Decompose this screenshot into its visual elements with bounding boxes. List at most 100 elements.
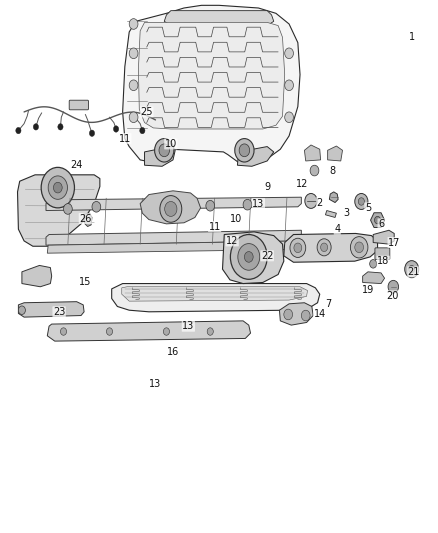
Circle shape bbox=[370, 260, 377, 268]
Circle shape bbox=[355, 193, 368, 209]
FancyBboxPatch shape bbox=[69, 100, 88, 110]
Polygon shape bbox=[18, 302, 84, 317]
Text: 14: 14 bbox=[314, 310, 326, 319]
Circle shape bbox=[285, 80, 293, 91]
Text: 3: 3 bbox=[343, 208, 349, 218]
Text: 16: 16 bbox=[167, 347, 179, 357]
Circle shape bbox=[33, 124, 39, 130]
Circle shape bbox=[284, 309, 293, 320]
Text: 11: 11 bbox=[208, 222, 221, 231]
Circle shape bbox=[405, 261, 419, 278]
Polygon shape bbox=[304, 145, 321, 161]
Text: 26: 26 bbox=[79, 214, 92, 223]
Text: 8: 8 bbox=[330, 166, 336, 175]
Circle shape bbox=[129, 48, 138, 59]
Polygon shape bbox=[237, 147, 274, 166]
Text: 23: 23 bbox=[53, 307, 65, 317]
Circle shape bbox=[159, 144, 170, 157]
Polygon shape bbox=[83, 213, 92, 227]
Circle shape bbox=[285, 112, 293, 123]
Polygon shape bbox=[123, 5, 300, 164]
Text: 21: 21 bbox=[408, 267, 420, 277]
Circle shape bbox=[89, 130, 95, 136]
Text: 22: 22 bbox=[261, 251, 273, 261]
Circle shape bbox=[317, 239, 331, 256]
Text: 18: 18 bbox=[377, 256, 389, 266]
Polygon shape bbox=[46, 230, 301, 245]
Text: 1: 1 bbox=[409, 33, 415, 42]
Circle shape bbox=[113, 126, 119, 132]
Text: 12: 12 bbox=[226, 236, 238, 246]
Circle shape bbox=[60, 328, 67, 335]
Circle shape bbox=[244, 252, 253, 262]
Circle shape bbox=[388, 280, 399, 293]
Text: 13: 13 bbox=[252, 199, 265, 208]
Text: 20: 20 bbox=[386, 291, 398, 301]
Circle shape bbox=[285, 48, 293, 59]
Polygon shape bbox=[122, 287, 307, 301]
Circle shape bbox=[290, 238, 306, 257]
Circle shape bbox=[374, 216, 381, 224]
Text: 5: 5 bbox=[365, 203, 371, 213]
Polygon shape bbox=[328, 146, 343, 161]
Circle shape bbox=[41, 167, 74, 208]
Text: 17: 17 bbox=[388, 238, 400, 247]
Text: 2: 2 bbox=[317, 198, 323, 207]
Text: 15: 15 bbox=[79, 278, 92, 287]
Circle shape bbox=[305, 193, 317, 208]
Circle shape bbox=[350, 237, 368, 258]
Polygon shape bbox=[325, 211, 336, 217]
Circle shape bbox=[206, 200, 215, 211]
Circle shape bbox=[235, 139, 254, 162]
Text: 10: 10 bbox=[230, 214, 243, 223]
Circle shape bbox=[16, 127, 21, 134]
Circle shape bbox=[238, 244, 260, 270]
Circle shape bbox=[129, 19, 138, 29]
Circle shape bbox=[355, 242, 364, 253]
Polygon shape bbox=[373, 230, 394, 244]
Circle shape bbox=[129, 80, 138, 91]
Circle shape bbox=[243, 199, 252, 210]
Text: 11: 11 bbox=[119, 134, 131, 143]
Text: 12: 12 bbox=[296, 179, 308, 189]
Circle shape bbox=[207, 328, 213, 335]
FancyBboxPatch shape bbox=[375, 248, 390, 260]
Circle shape bbox=[301, 310, 310, 321]
Polygon shape bbox=[329, 192, 338, 203]
Polygon shape bbox=[164, 11, 274, 26]
Circle shape bbox=[358, 198, 364, 205]
Polygon shape bbox=[47, 321, 251, 341]
Circle shape bbox=[321, 243, 328, 252]
Polygon shape bbox=[284, 233, 378, 262]
Text: 19: 19 bbox=[362, 286, 374, 295]
Circle shape bbox=[409, 265, 415, 273]
Circle shape bbox=[64, 204, 72, 214]
Circle shape bbox=[294, 243, 302, 253]
Text: 7: 7 bbox=[325, 299, 332, 309]
Polygon shape bbox=[18, 175, 100, 246]
Circle shape bbox=[163, 328, 170, 335]
Circle shape bbox=[239, 144, 250, 157]
Polygon shape bbox=[279, 303, 313, 325]
Text: 4: 4 bbox=[334, 224, 340, 234]
Polygon shape bbox=[371, 213, 385, 228]
Polygon shape bbox=[363, 272, 385, 284]
Circle shape bbox=[310, 165, 319, 176]
Polygon shape bbox=[22, 265, 52, 287]
Text: 9: 9 bbox=[264, 182, 270, 191]
Polygon shape bbox=[223, 232, 284, 284]
Text: 13: 13 bbox=[182, 321, 194, 331]
Polygon shape bbox=[138, 22, 285, 129]
Polygon shape bbox=[145, 147, 175, 166]
Polygon shape bbox=[46, 197, 301, 211]
Polygon shape bbox=[47, 241, 301, 253]
Circle shape bbox=[92, 201, 101, 212]
Circle shape bbox=[106, 328, 113, 335]
Circle shape bbox=[18, 306, 25, 314]
Circle shape bbox=[129, 112, 138, 123]
Polygon shape bbox=[140, 191, 201, 224]
Circle shape bbox=[58, 124, 63, 130]
Circle shape bbox=[140, 127, 145, 134]
Circle shape bbox=[53, 182, 62, 193]
Text: 13: 13 bbox=[149, 379, 162, 389]
